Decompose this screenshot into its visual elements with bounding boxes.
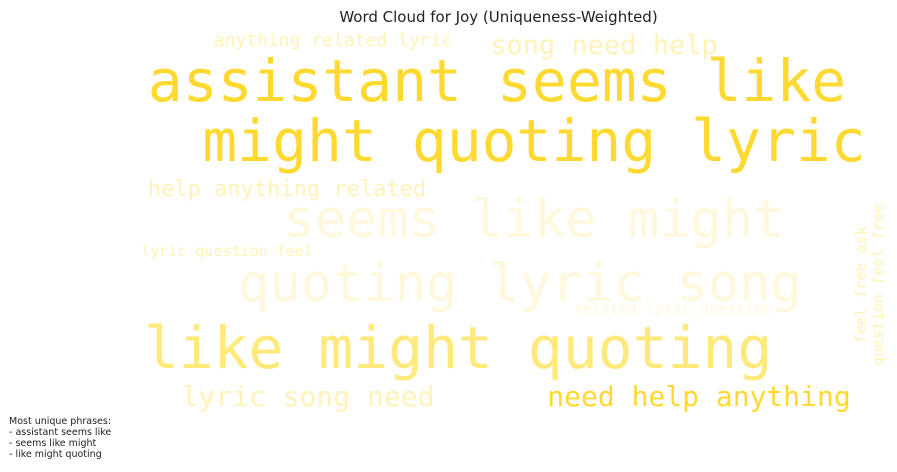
- cloud-word: related lyric question: [574, 300, 773, 318]
- cloud-word: feel free ask: [852, 226, 870, 343]
- cloud-word: need help anything: [547, 380, 850, 413]
- unique-phrases-heading: Most unique phrases:: [9, 416, 112, 427]
- cloud-word: might quoting lyric: [202, 107, 865, 175]
- cloud-word: question feel free: [869, 204, 887, 367]
- cloud-word: help anything related: [148, 177, 426, 202]
- cloud-word: seems like might: [284, 190, 785, 250]
- cloud-word: lyric question feel: [141, 242, 313, 260]
- cloud-word: song need help: [490, 30, 718, 61]
- cloud-word: assistant seems like: [148, 47, 846, 115]
- cloud-word: lyric song need: [182, 380, 435, 413]
- cloud-word: anything related lyric: [214, 30, 452, 51]
- cloud-word: like might quoting: [144, 314, 773, 382]
- cloud-word: quoting lyric song: [238, 254, 802, 314]
- unique-phrase-item: - assistant seems like: [9, 427, 112, 438]
- unique-phrase-item: - like might quoting: [9, 449, 102, 460]
- unique-phrase-item: - seems like might: [9, 438, 97, 449]
- unique-phrases-note: Most unique phrases: - assistant seems l…: [9, 416, 111, 460]
- chart-title: Word Cloud for Joy (Uniqueness-Weighted): [339, 8, 658, 26]
